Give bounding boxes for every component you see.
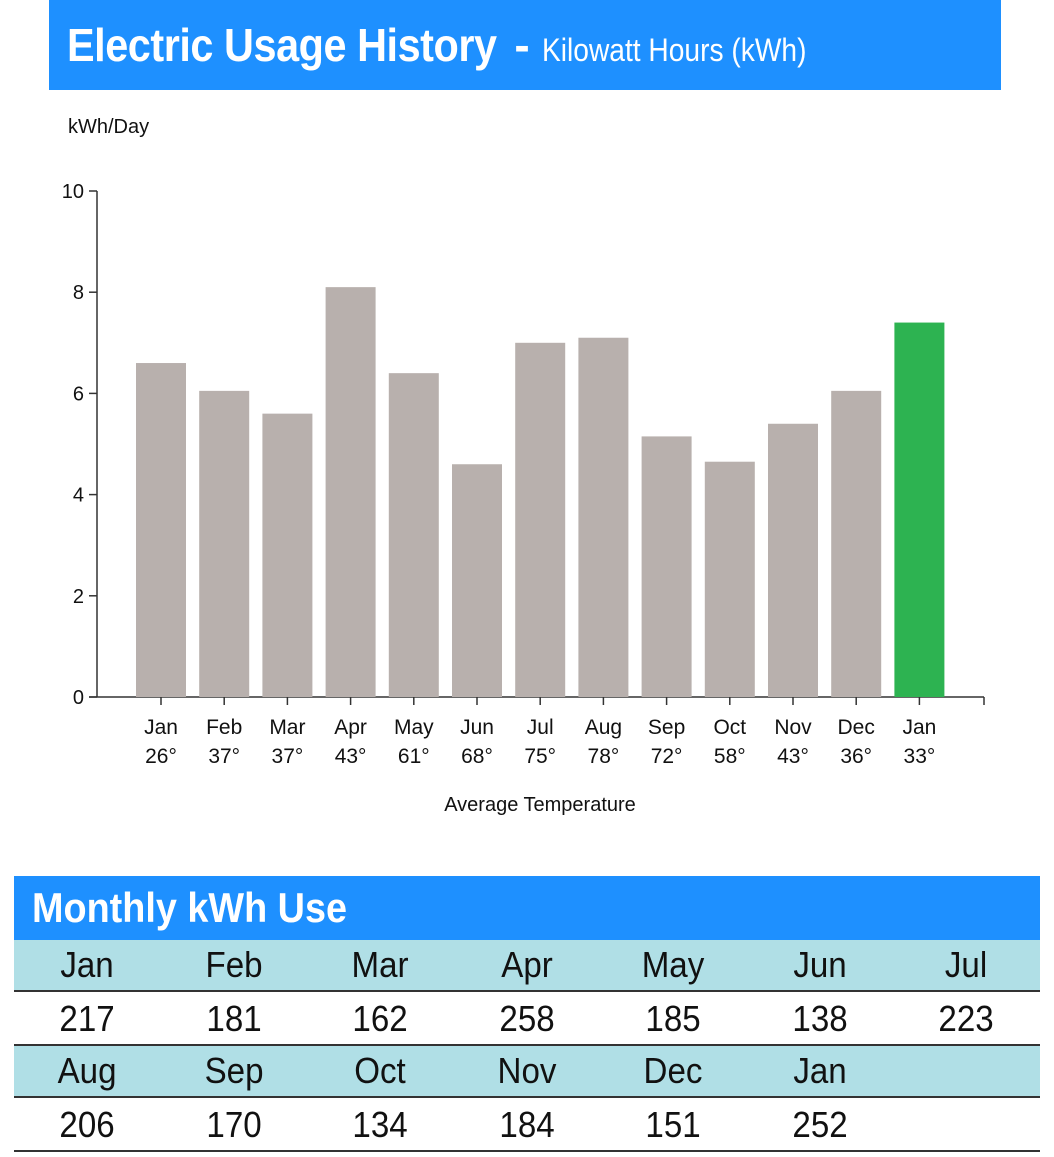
bar: [768, 423, 818, 697]
kwh-value-cell: 184: [499, 1104, 555, 1145]
y-tick-label: 2: [73, 586, 84, 608]
month-cell: [893, 1046, 1040, 1096]
temperature-label: 72°: [651, 745, 683, 768]
month-cell: May: [641, 944, 705, 985]
month-cell: Aug: [57, 1050, 117, 1091]
kwh-value-cell: 170: [206, 1104, 262, 1145]
bar: [325, 287, 376, 697]
month-row: Jan Feb Mar Apr May Jun Jul: [14, 940, 1040, 990]
x-tick-label: Jan: [144, 716, 178, 739]
value-row: 217 181 162 258 185 138 223: [14, 990, 1040, 1046]
bar: [136, 363, 186, 697]
month-cell: Feb: [205, 944, 263, 985]
kwh-value-cell: 138: [792, 998, 848, 1039]
x-tick-label: May: [394, 716, 434, 739]
title-separator: -: [514, 19, 530, 71]
y-axis-label: kWh/Day: [68, 116, 149, 138]
temperature-label: 43°: [335, 745, 367, 768]
x-tick-label: Apr: [334, 716, 367, 739]
month-cell: Oct: [354, 1050, 407, 1091]
x-tick-label: Aug: [585, 716, 622, 739]
month-cell: Sep: [204, 1050, 264, 1091]
month-cell: Jan: [60, 944, 114, 985]
temperature-label: 37°: [208, 745, 240, 768]
month-cell: Jan: [793, 1050, 847, 1091]
kwh-value-cell: 258: [499, 998, 555, 1039]
kwh-value-cell: 252: [792, 1104, 848, 1145]
bar: [578, 337, 629, 697]
x-tick-label: Nov: [774, 716, 812, 739]
page-title: Electric Usage History: [67, 19, 497, 71]
y-tick-label: 4: [73, 485, 84, 507]
temperature-label: 36°: [840, 745, 872, 768]
bar: [515, 342, 566, 697]
y-tick-label: 8: [73, 282, 84, 304]
x-axis-label: Average Temperature: [444, 794, 636, 816]
bar: [641, 436, 692, 697]
kwh-value-cell: 151: [645, 1104, 701, 1145]
title-banner: Electric Usage History - Kilowatt Hours …: [49, 0, 1001, 90]
temperature-label: 78°: [588, 745, 620, 768]
month-cell: Jun: [793, 944, 847, 985]
kwh-value-cell: 134: [352, 1104, 408, 1145]
usage-bar-chart: kWh/Day 0 2 4 6 8 10 Jan 26° Feb 37° Mar 37° Apr 43° Ma…: [62, 116, 985, 816]
temperature-label: 26°: [145, 745, 177, 768]
x-tick-label: Jan: [902, 716, 936, 739]
month-cell: Nov: [497, 1050, 557, 1091]
kwh-value-cell: 217: [59, 998, 115, 1039]
temperature-label: 37°: [272, 745, 304, 768]
x-tick-label: Mar: [269, 716, 305, 739]
bar: [704, 461, 755, 697]
temperature-label: 75°: [524, 745, 556, 768]
month-cell: Mar: [351, 944, 409, 985]
x-tick-label: Dec: [838, 716, 875, 739]
value-row: 206 170 134 184 151 252: [14, 1096, 1040, 1152]
x-tick-label: Jun: [460, 716, 494, 739]
y-tick-label: 10: [62, 181, 84, 203]
bar: [452, 464, 502, 697]
y-tick-label: 0: [73, 687, 84, 709]
kwh-value-cell: 206: [59, 1104, 115, 1145]
x-tick-label: Sep: [648, 716, 685, 739]
temperature-label: 68°: [461, 745, 493, 768]
kwh-value-cell: 223: [938, 998, 994, 1039]
bar: [262, 413, 313, 697]
kwh-value-cell: 162: [352, 998, 408, 1039]
bar: [199, 390, 250, 697]
temperature-label: 61°: [398, 745, 430, 768]
x-tick-label: Jul: [527, 716, 554, 739]
month-cell: Apr: [500, 944, 553, 985]
month-cell: Dec: [643, 1050, 703, 1091]
month-row: Aug Sep Oct Nov Dec Jan: [14, 1046, 1040, 1096]
bar: [388, 373, 439, 697]
kwh-value-cell: 181: [206, 998, 262, 1039]
x-tick-label: Oct: [713, 716, 746, 739]
monthly-table-title: Monthly kWh Use: [14, 876, 1040, 940]
x-tick-label: Feb: [206, 716, 242, 739]
page-subtitle: Kilowatt Hours (kWh): [541, 32, 807, 68]
month-cell: Jul: [945, 944, 988, 985]
bar: [831, 390, 882, 697]
temperature-label: 58°: [714, 745, 746, 768]
y-tick-label: 6: [73, 383, 84, 405]
kwh-value-cell: 185: [645, 998, 701, 1039]
kwh-value-cell: [893, 1098, 1040, 1150]
bar: [894, 322, 945, 697]
temperature-label: 33°: [904, 745, 936, 768]
temperature-label: 43°: [777, 745, 809, 768]
